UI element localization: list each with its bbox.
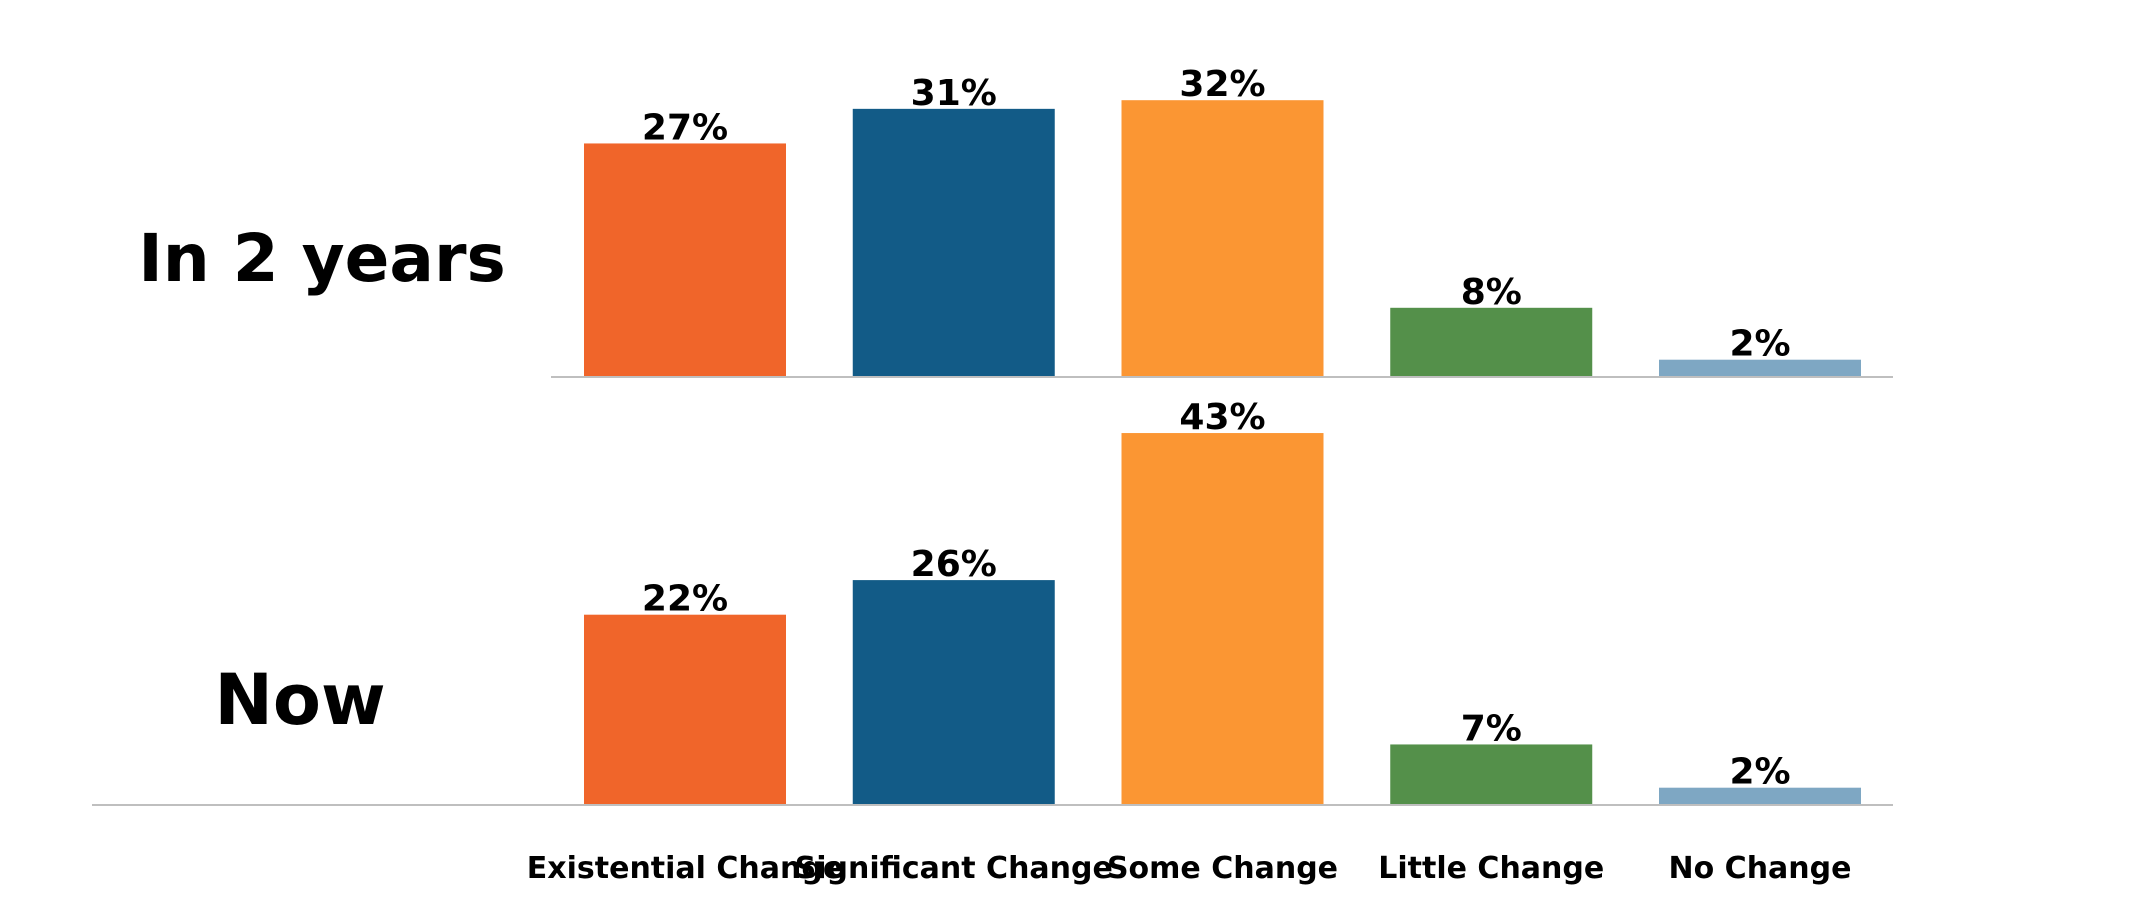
data-label-now-significant-change: 26% xyxy=(911,544,997,585)
bar-now-no-change xyxy=(1659,787,1861,805)
bar-in-2-years-no-change xyxy=(1659,359,1861,377)
data-label-in-2-years-no-change: 2% xyxy=(1729,324,1790,365)
panel-in-2-years: In 2 years 27% 31% 32% 8% 2% xyxy=(138,64,1893,378)
bar-in-2-years-significant-change xyxy=(852,108,1055,377)
category-label-some-change: Some Change xyxy=(1107,851,1338,886)
bar-in-2-years-existential-change xyxy=(584,143,786,377)
data-label-in-2-years-some-change: 32% xyxy=(1179,64,1265,105)
bar-in-2-years-little-change xyxy=(1390,307,1593,377)
bars-now: 22% 26% 43% 7% 2% xyxy=(584,397,1861,805)
bars-in-2-years: 27% 31% 32% 8% 2% xyxy=(584,64,1861,377)
bar-now-little-change xyxy=(1390,744,1593,805)
data-label-now-some-change: 43% xyxy=(1179,397,1265,438)
category-label-little-change: Little Change xyxy=(1378,851,1604,886)
data-label-in-2-years-existential-change: 27% xyxy=(642,107,728,148)
row-label-now: Now xyxy=(214,659,385,741)
data-label-in-2-years-significant-change: 31% xyxy=(911,73,997,114)
data-label-now-little-change: 7% xyxy=(1461,708,1522,749)
panel-now: Now 22% 26% 43% 7% 2% xyxy=(92,397,1893,806)
data-label-now-no-change: 2% xyxy=(1729,752,1790,793)
category-label-no-change: No Change xyxy=(1669,851,1852,886)
row-label-in-2-years: In 2 years xyxy=(138,220,506,297)
bar-in-2-years-some-change xyxy=(1121,100,1324,377)
bar-now-some-change xyxy=(1121,433,1324,805)
data-label-now-existential-change: 22% xyxy=(642,579,728,620)
category-label-existential-change: Existential Change xyxy=(527,851,843,886)
category-label-significant-change: Significant Change xyxy=(795,851,1113,886)
data-label-in-2-years-little-change: 8% xyxy=(1461,272,1522,313)
bar-now-significant-change xyxy=(852,580,1055,805)
bar-now-existential-change xyxy=(584,614,786,805)
